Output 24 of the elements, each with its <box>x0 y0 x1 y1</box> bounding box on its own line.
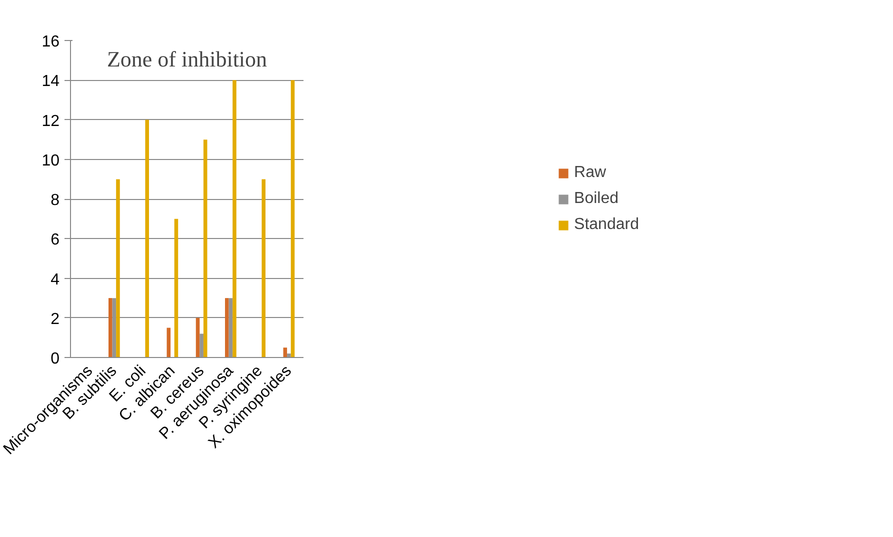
bar <box>290 80 295 358</box>
y-tick-label: 12 <box>42 112 60 130</box>
chart-title: Zone of inhibition <box>106 46 268 72</box>
y-tick-label: 14 <box>42 73 60 90</box>
y-tick-label: 6 <box>50 232 60 249</box>
bar <box>262 179 266 358</box>
y-tick-label: 0 <box>50 350 60 368</box>
bar <box>174 218 178 358</box>
y-tick-label: 8 <box>50 192 60 209</box>
y-tick-label: 4 <box>50 271 60 288</box>
bar <box>116 179 120 358</box>
bar <box>225 298 229 358</box>
y-tick-label: 10 <box>42 152 60 170</box>
y-tick-label: 16 <box>42 34 60 50</box>
bar <box>166 328 171 358</box>
legend-label: Boiled <box>574 190 619 208</box>
legend-label: Raw <box>574 164 606 182</box>
y-tick-label: 2 <box>50 310 60 328</box>
bar <box>232 80 236 358</box>
bar <box>108 298 112 358</box>
bar <box>145 120 149 358</box>
bar <box>196 318 200 358</box>
bar <box>203 140 208 358</box>
legend-label: Standard <box>574 216 639 234</box>
